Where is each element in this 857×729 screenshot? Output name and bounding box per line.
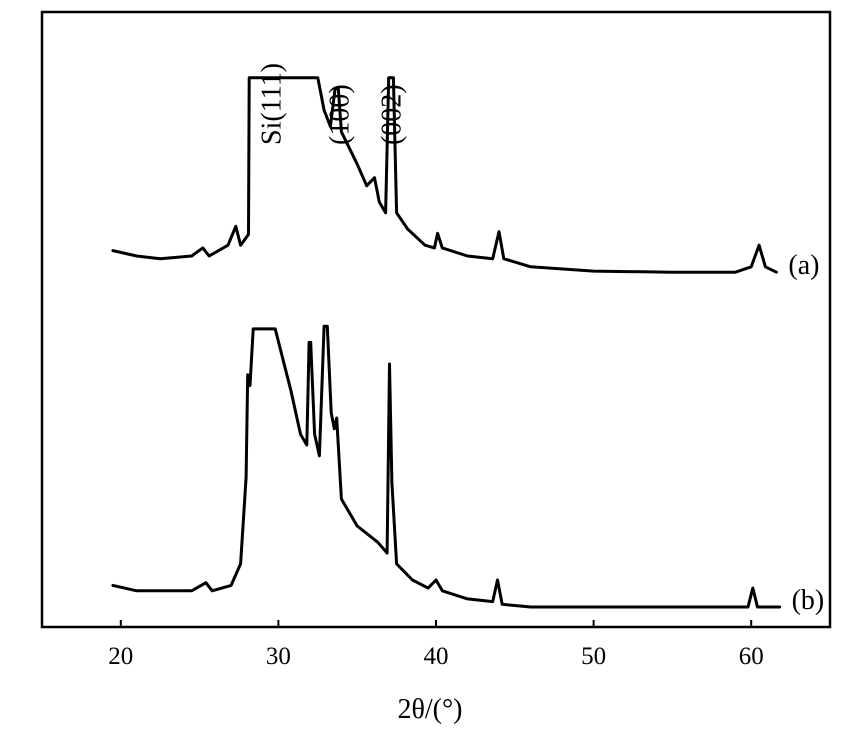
series-label-a: (a) — [788, 250, 819, 281]
series-line-a — [111, 76, 778, 274]
peak-annotations: Si(111) (100) (002) — [257, 63, 408, 145]
series-labels: (a) (b) — [788, 250, 824, 616]
series-label-b: (b) — [792, 585, 825, 616]
series-curves — [111, 76, 782, 609]
x-axis-label: 2θ/(°) — [397, 694, 462, 725]
x-axis-tick-labels: 20 30 40 50 60 — [108, 643, 763, 670]
plot-frame — [40, 10, 832, 629]
series-line-b — [111, 324, 782, 609]
x-tick-label-40: 40 — [424, 643, 449, 670]
peak-annotation-3: (002) — [376, 84, 407, 145]
peak-annotation-1: Si(111) — [257, 63, 288, 145]
x-tick-label-60: 60 — [739, 643, 764, 670]
x-tick-label-50: 50 — [581, 643, 606, 670]
x-tick-label-30: 30 — [266, 643, 291, 670]
peak-annotation-2: (100) — [324, 84, 355, 145]
x-axis-ticks — [119, 620, 753, 627]
x-tick-label-20: 20 — [108, 643, 133, 670]
